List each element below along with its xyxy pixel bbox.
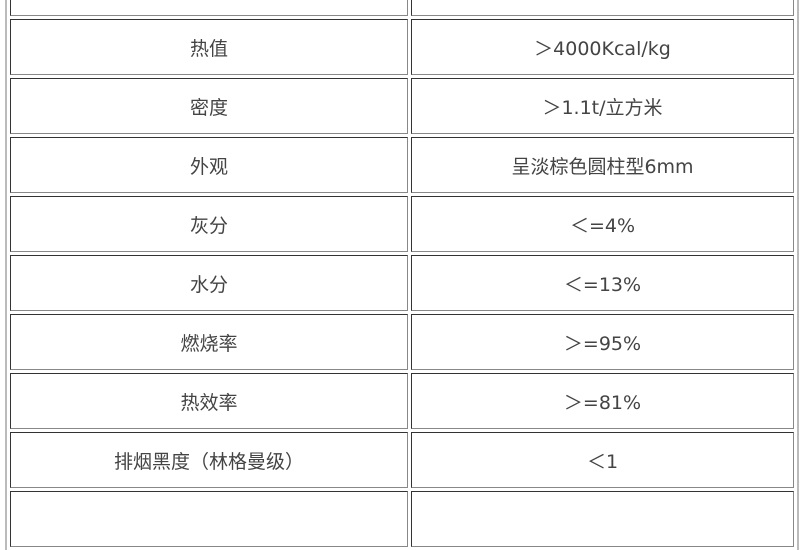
value-cell (411, 0, 794, 16)
property-cell (10, 491, 408, 547)
property-cell: 灰分 (10, 196, 408, 252)
table-row: 密度 ＞1.1t/立方米 (10, 78, 794, 134)
table-row: 燃烧率 ＞=95% (10, 314, 794, 370)
property-cell: 密度 (10, 78, 408, 134)
value-cell: ＜=4% (411, 196, 794, 252)
value-cell: ＜=13% (411, 255, 794, 311)
table-row (10, 0, 794, 16)
property-cell: 水分 (10, 255, 408, 311)
spec-table: 热值 ＞4000Kcal/kg 密度 ＞1.1t/立方米 外观 呈淡棕色圆柱型6mm 灰分＜… (7, 0, 797, 550)
property-cell (10, 0, 408, 16)
property-cell: 排烟黑度（林格曼级） (10, 432, 408, 488)
value-cell: ＞=81% (411, 373, 794, 429)
table-row: 排烟黑度（林格曼级） ＜1 (10, 432, 794, 488)
value-cell: ＞=95% (411, 314, 794, 370)
property-cell: 燃烧率 (10, 314, 408, 370)
value-cell (411, 491, 794, 547)
value-cell: 呈淡棕色圆柱型6mm (411, 137, 794, 193)
table-row: 热效率 ＞=81% (10, 373, 794, 429)
table-row: 水分 ＜=13% (10, 255, 794, 311)
table-row: 灰分 ＜=4% (10, 196, 794, 252)
table-row (10, 491, 794, 547)
value-cell: ＞1.1t/立方米 (411, 78, 794, 134)
value-cell: ＞4000Kcal/kg (411, 19, 794, 75)
property-cell: 外观 (10, 137, 408, 193)
spec-table-container: 热值 ＞4000Kcal/kg 密度 ＞1.1t/立方米 外观 呈淡棕色圆柱型6mm 灰分＜… (5, 0, 799, 550)
property-cell: 热效率 (10, 373, 408, 429)
table-row: 外观 呈淡棕色圆柱型6mm (10, 137, 794, 193)
property-cell: 热值 (10, 19, 408, 75)
table-row: 热值 ＞4000Kcal/kg (10, 19, 794, 75)
value-cell: ＜1 (411, 432, 794, 488)
